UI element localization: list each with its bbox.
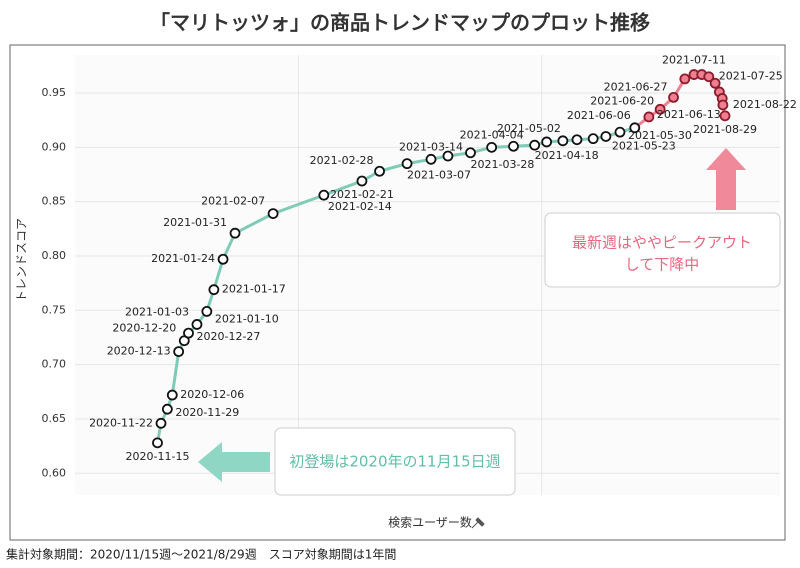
data-point <box>401 158 413 170</box>
point-label: 2021-06-20 <box>590 94 654 107</box>
data-point <box>201 305 213 317</box>
y-axis-label: トレンドスコア <box>15 218 29 302</box>
point-label: 2021-05-23 <box>612 139 676 152</box>
data-point <box>208 284 220 296</box>
x-axis-label: 検索ユーザー数 <box>388 515 472 530</box>
arrow <box>706 148 746 210</box>
point-label: 2020-11-29 <box>175 406 239 419</box>
point-label: 2021-03-14 <box>399 140 463 153</box>
data-point <box>629 122 641 134</box>
point-label: 2020-12-06 <box>180 388 244 401</box>
data-point <box>173 346 185 357</box>
callout-box <box>544 212 781 288</box>
point-label: 2021-04-18 <box>535 149 599 162</box>
data-point <box>703 71 715 83</box>
data-point <box>442 150 454 162</box>
point-label: 2020-11-15 <box>126 450 190 463</box>
data-point <box>166 389 178 401</box>
point-label: 2021-03-07 <box>407 169 471 182</box>
point-label: 2021-05-02 <box>497 122 561 135</box>
point-label: 2021-06-13 <box>657 108 721 121</box>
point-label: 2021-03-28 <box>471 158 535 171</box>
point-label: 2021-06-27 <box>604 80 668 93</box>
data-point <box>709 77 721 89</box>
point-label: 2021-01-10 <box>215 312 279 325</box>
data-point <box>425 153 437 165</box>
callout-text: して下降中 <box>625 256 700 274</box>
data-point <box>717 99 729 111</box>
data-point <box>183 327 194 339</box>
point-label: 2021-01-31 <box>163 216 227 229</box>
y-tick-label: 0.80 <box>42 249 67 262</box>
data-point <box>217 253 229 265</box>
point-label: 2020-11-22 <box>89 416 153 429</box>
data-point <box>600 131 612 142</box>
data-point <box>318 189 330 201</box>
point-label: 2021-02-28 <box>310 154 374 167</box>
data-point <box>557 135 569 147</box>
point-label: 2021-02-21 <box>330 188 394 201</box>
data-point <box>668 91 679 103</box>
point-label: 2021-01-03 <box>125 305 189 318</box>
point-label: 2020-12-13 <box>107 345 171 358</box>
data-point <box>614 126 626 138</box>
data-point <box>229 227 241 239</box>
data-point <box>161 403 173 415</box>
point-label: 2021-04-04 <box>460 128 524 141</box>
point-label: 2021-07-25 <box>719 70 783 83</box>
data-point <box>679 73 691 85</box>
data-point <box>374 165 385 177</box>
point-label: 2021-05-30 <box>628 129 692 142</box>
data-point <box>465 147 476 159</box>
data-point <box>571 134 583 146</box>
point-label: 2021-01-17 <box>222 283 286 296</box>
chart-title: 「マリトッツォ」の商品トレンドマップのプロット推移 <box>150 11 650 35</box>
data-point <box>541 136 553 148</box>
data-point <box>654 103 666 115</box>
point-label: 2020-12-20 <box>112 322 176 335</box>
y-tick-label: 0.70 <box>42 358 67 371</box>
point-label: 2021-02-14 <box>328 200 392 213</box>
point-label: 2021-06-06 <box>567 109 631 122</box>
y-tick-label: 0.75 <box>42 303 67 316</box>
point-label: 2020-12-27 <box>197 330 261 343</box>
y-tick-label: 0.65 <box>42 412 67 425</box>
y-tick-label: 0.85 <box>42 195 67 208</box>
footer-note: 集計対象期間：2020/11/15週〜2021/8/29週 スコア対象期間は1年… <box>6 547 396 562</box>
point-label: 2021-08-29 <box>693 123 757 136</box>
data-point <box>267 208 279 220</box>
data-point <box>529 139 541 151</box>
data-point <box>587 133 599 145</box>
data-point <box>356 175 368 187</box>
data-point <box>719 110 731 122</box>
y-tick-label: 0.95 <box>42 86 67 99</box>
callout-box <box>274 427 516 496</box>
data-point <box>486 141 498 153</box>
y-tick-label: 0.90 <box>42 140 67 153</box>
data-point <box>152 437 163 449</box>
data-point <box>155 417 167 429</box>
data-point <box>508 140 519 152</box>
point-label: 2021-01-24 <box>151 252 215 265</box>
arrow <box>198 442 270 482</box>
pin-icon <box>471 517 485 529</box>
callout-text: 最新週はややピークアウト <box>572 234 752 252</box>
callout-text: 初登場は2020年の11月15日週 <box>289 453 500 471</box>
data-point <box>643 111 655 123</box>
y-tick-label: 0.60 <box>42 466 67 479</box>
point-label: 2021-07-11 <box>662 54 726 67</box>
point-label: 2021-02-07 <box>201 195 265 208</box>
point-label: 2021-08-22 <box>733 98 797 111</box>
data-point <box>191 319 203 330</box>
